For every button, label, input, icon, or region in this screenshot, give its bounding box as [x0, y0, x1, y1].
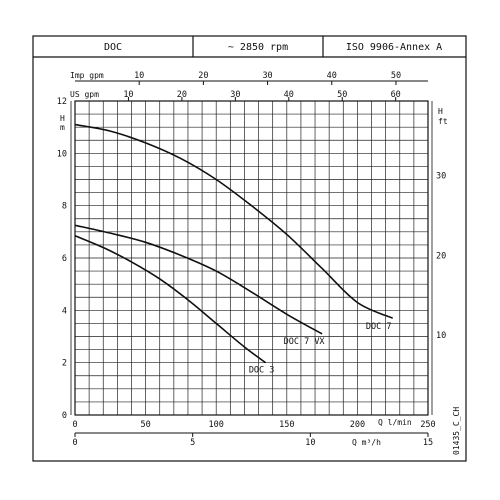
us-gpm-tick-label: 60	[391, 90, 401, 100]
q-m3h-tick-label: 0	[72, 438, 77, 448]
h-ft-label-bottom: ft	[438, 117, 448, 126]
curve-doc-3	[74, 235, 267, 364]
curve-label-doc-3: DOC 3	[249, 366, 275, 376]
header-model: DOC	[104, 42, 122, 53]
us-gpm-tick-label: 30	[230, 90, 240, 100]
us-gpm-tick-label: 40	[284, 90, 294, 100]
q-lmin-tick-label: 250	[420, 420, 435, 430]
q-lmin-tick-label: 0	[72, 420, 77, 430]
h-ft-tick-label: 30	[436, 172, 446, 182]
imp-gpm-tick-label: 20	[198, 71, 208, 81]
h-m-tick-label: 4	[62, 306, 67, 316]
h-m-tick-label: 10	[57, 149, 67, 159]
imp-gpm-tick-label: 40	[327, 71, 337, 81]
q-m3h-tick-label: 10	[305, 438, 315, 448]
q-lmin-tick-label: 100	[209, 420, 224, 430]
h-m-label-bottom: m	[60, 123, 65, 132]
header-standard: ISO 9906-Annex A	[346, 42, 442, 53]
h-m-label-top: H	[60, 114, 65, 123]
h-ft-label-top: H	[438, 107, 443, 116]
us-gpm-tick-label: 50	[337, 90, 347, 100]
figure-code: 01435_C_CH	[452, 407, 461, 455]
us-gpm-tick-label: 10	[123, 90, 133, 100]
q-lmin-tick-label: 150	[279, 420, 294, 430]
us-gpm-label: US gpm	[70, 90, 99, 99]
h-ft-tick-label: 10	[436, 331, 446, 341]
q-m3h-tick-label: 5	[190, 438, 195, 448]
imp-gpm-tick-label: 10	[134, 71, 144, 81]
q-lmin-label: Q l/min	[378, 418, 412, 427]
h-m-tick-label: 8	[62, 202, 67, 212]
imp-gpm-label: Imp gpm	[70, 71, 104, 80]
h-ft-tick-label: 20	[436, 251, 446, 261]
curve-label-doc-7-vx: DOC 7 VX	[284, 337, 326, 347]
h-m-tick-label: 0	[62, 411, 67, 421]
curve-labels: DOC 7 DOC 7 VX DOC 3	[249, 322, 392, 375]
chart-grid	[74, 100, 429, 416]
imp-gpm-tick-label: 50	[391, 71, 401, 81]
h-m-tick-label: 2	[62, 359, 67, 369]
q-m3h-tick-label: 15	[423, 438, 433, 448]
curve-label-doc-7: DOC 7	[366, 322, 392, 332]
us-gpm-tick-label: 20	[177, 90, 187, 100]
imp-gpm-tick-label: 30	[262, 71, 272, 81]
h-m-tick-label: 6	[62, 254, 67, 264]
q-lmin-tick-label: 200	[350, 420, 365, 430]
q-lmin-tick-label: 50	[140, 420, 150, 430]
outer-frame	[32, 35, 467, 462]
header-speed: ~ 2850 rpm	[228, 42, 288, 53]
q-m3h-label: Q m³/h	[352, 438, 381, 447]
curve-doc-7	[74, 123, 394, 319]
curve-doc-7-vx	[74, 224, 323, 335]
h-m-tick-label: 12	[57, 97, 67, 107]
pump-curves	[74, 123, 394, 364]
